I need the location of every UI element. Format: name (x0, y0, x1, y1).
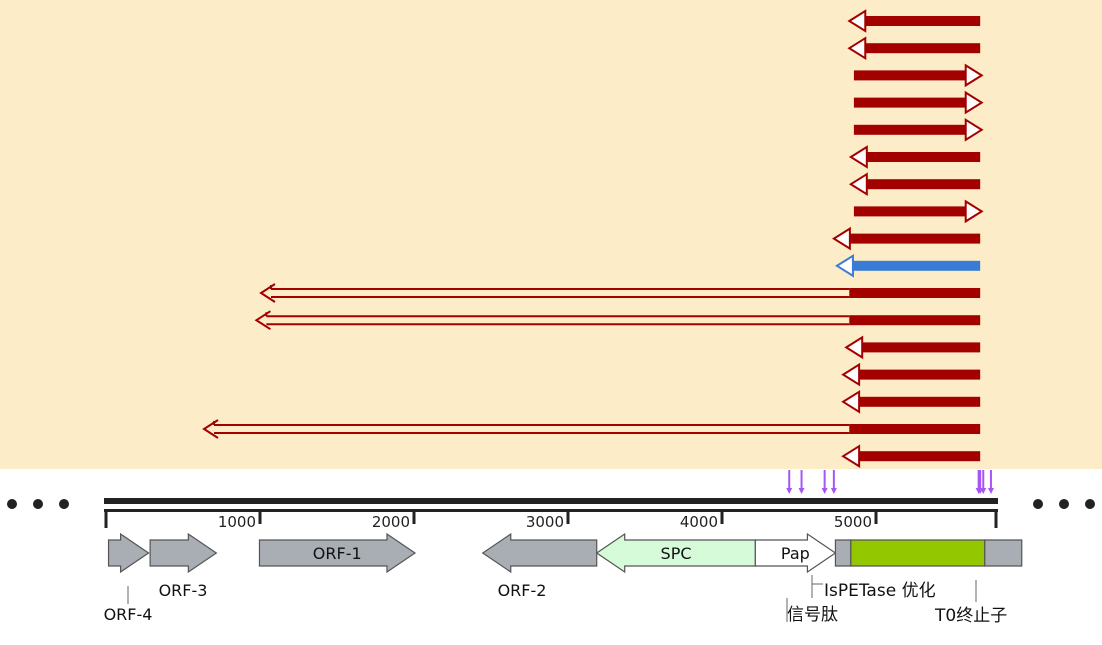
signal-peptide-label: 信号肽 (787, 605, 838, 625)
ellipsis-icon (59, 499, 69, 509)
feature-orf-4[interactable]: ORF-4 (104, 532, 153, 624)
feature-t0[interactable] (984, 539, 1023, 567)
ellipsis-icon (33, 499, 43, 509)
t0-terminator-annotation: T0终止子 (934, 580, 1007, 626)
ruler-tick-label: 4000 (680, 513, 718, 531)
orf-1-label: ORF-1 (313, 544, 362, 563)
ellipsis-icon (7, 499, 17, 509)
read[interactable] (847, 9, 981, 33)
feature-signal[interactable] (834, 539, 852, 567)
ruler-tick-label: 5000 (834, 513, 872, 531)
ellipsis-icon (1033, 499, 1043, 509)
read[interactable] (844, 335, 981, 360)
spc-label: SPC (661, 544, 692, 563)
ruler-tick-label: 3000 (526, 513, 564, 531)
pap-label: Pap (781, 544, 810, 563)
read[interactable] (841, 389, 981, 414)
mismatch-layer (786, 470, 994, 494)
read[interactable] (259, 283, 981, 303)
feature-orf-3[interactable]: ORF-3 (149, 532, 218, 600)
read[interactable] (841, 444, 981, 469)
read-selected[interactable] (835, 253, 981, 278)
ellipsis-icon (1085, 499, 1095, 509)
read[interactable] (853, 63, 984, 88)
ruler-axis (104, 509, 998, 512)
reads-layer (202, 9, 984, 469)
ispetase-optimized-label: IsPETase 优化 (824, 581, 936, 601)
ruler-tick-label: 1000 (218, 513, 256, 531)
read[interactable] (831, 226, 981, 251)
orf-3-label: ORF-3 (159, 581, 208, 600)
ispetase-annotation: IsPETase 优化 (811, 575, 936, 601)
read[interactable] (202, 419, 981, 439)
read[interactable] (853, 117, 984, 142)
orf-4-label: ORF-4 (104, 605, 153, 624)
orf-2-label: ORF-2 (498, 581, 547, 600)
read[interactable] (847, 36, 981, 61)
feature-spc[interactable]: SPC (595, 532, 756, 574)
sequence-backbone[interactable] (104, 498, 998, 504)
right-more-button[interactable] (1033, 499, 1095, 509)
read[interactable] (853, 90, 984, 115)
feature-orf-1[interactable]: ORF-1 (258, 532, 417, 574)
read[interactable] (254, 310, 981, 331)
feature-ispetase[interactable] (850, 539, 986, 567)
position-ruler: 1000 2000 3000 4000 5000 (104, 509, 998, 531)
read[interactable] (848, 172, 981, 197)
read[interactable] (841, 362, 981, 387)
read[interactable] (853, 199, 984, 224)
ellipsis-icon (1059, 499, 1069, 509)
feature-orf-2[interactable]: ORF-2 (481, 532, 598, 600)
read[interactable] (848, 145, 981, 169)
ruler-tick-label: 2000 (372, 513, 410, 531)
feature-pap[interactable]: Pap (754, 532, 837, 574)
feature-track: ORF-4 ORF-3 ORF-1 ORF-2 SPC Pap (104, 532, 1023, 624)
t0-terminator-label: T0终止子 (934, 606, 1007, 626)
left-more-button[interactable] (7, 499, 69, 509)
